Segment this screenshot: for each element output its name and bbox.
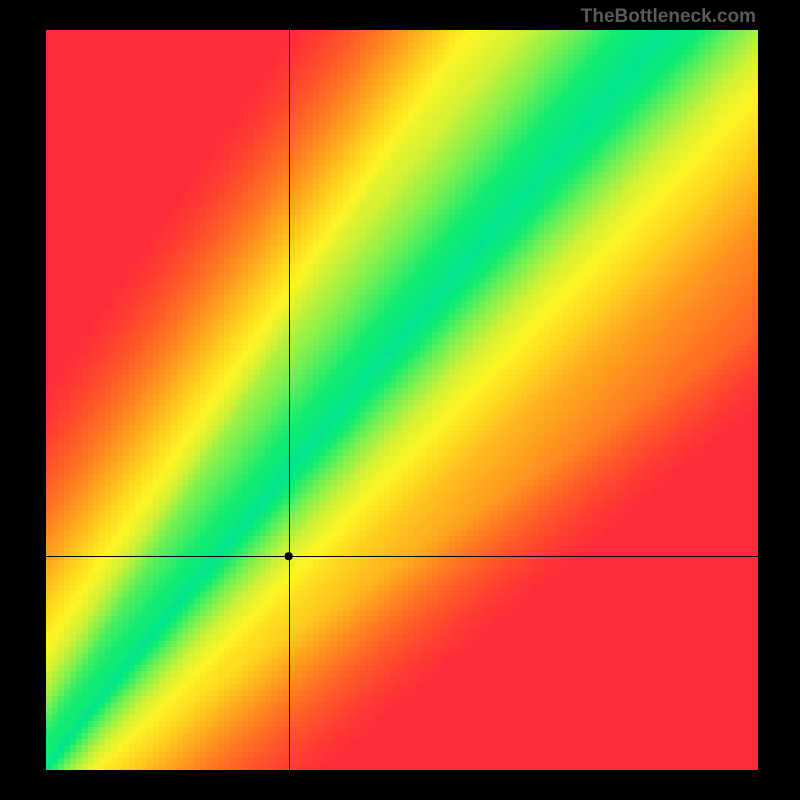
attribution-label: TheBottleneck.com xyxy=(581,6,756,28)
figure-container: TheBottleneck.com xyxy=(0,0,800,800)
bottleneck-heatmap xyxy=(46,30,758,770)
